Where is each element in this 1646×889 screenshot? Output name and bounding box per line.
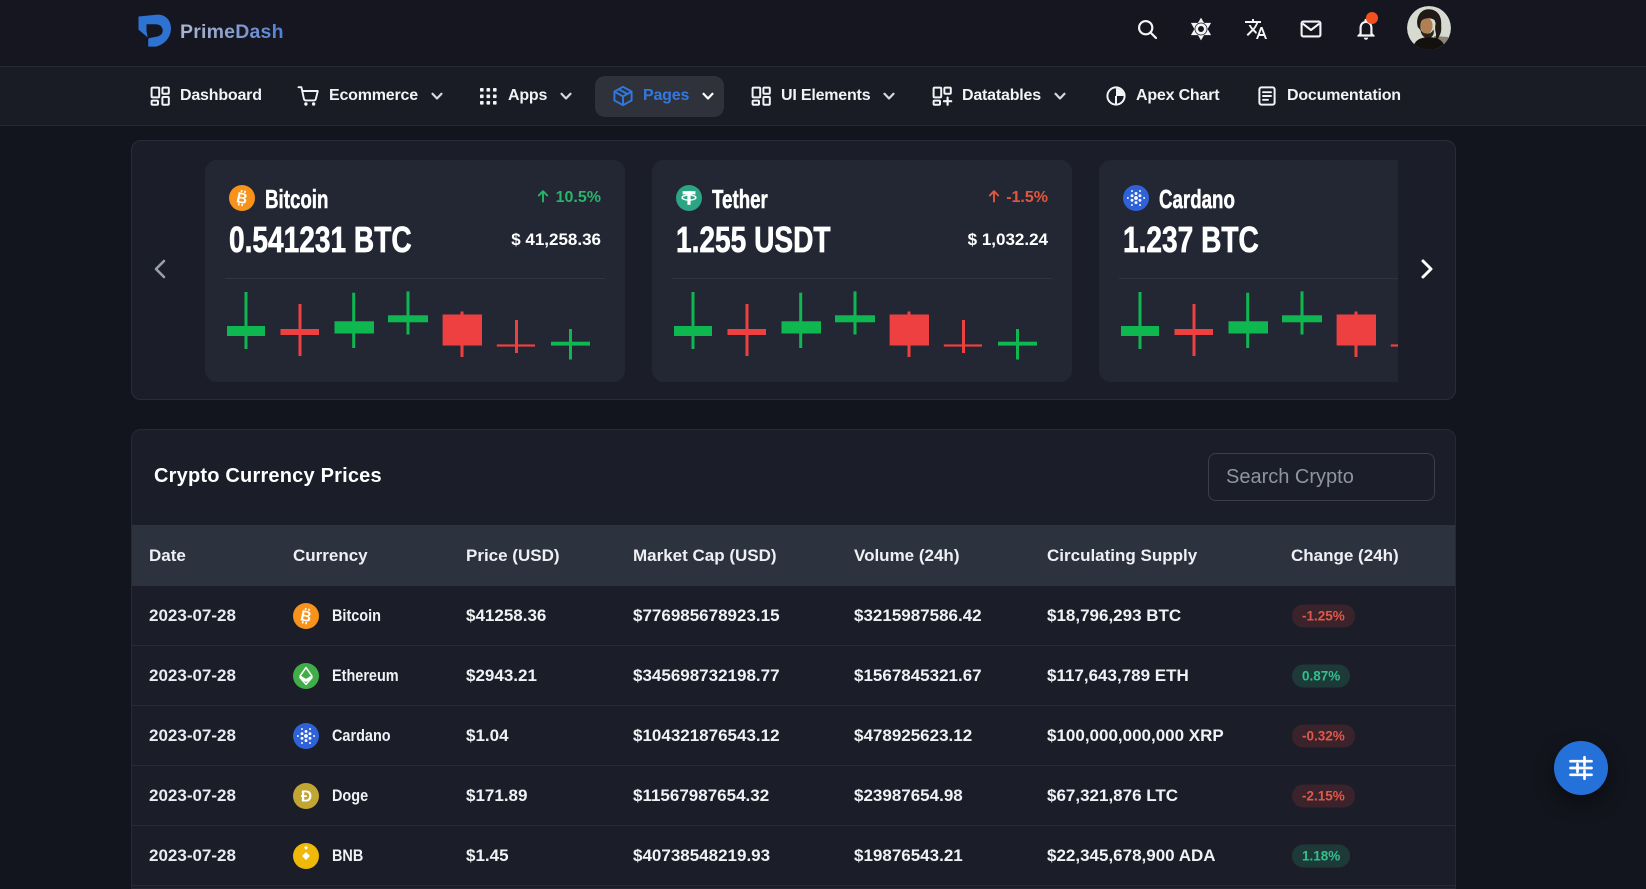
svg-text:Đ: Đ [301,788,312,805]
